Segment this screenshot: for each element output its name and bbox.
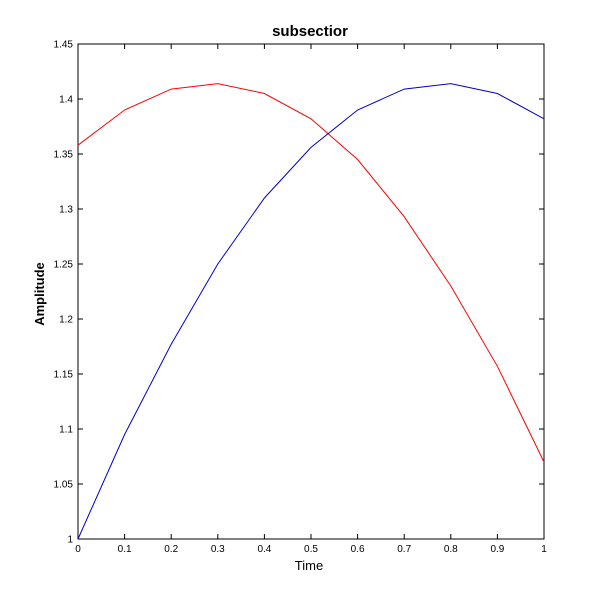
x-tick-label: 0.8 [444, 544, 458, 555]
x-tick-label: 0.4 [257, 544, 271, 555]
x-tick-label: 0.3 [211, 544, 225, 555]
x-tick-label: 0.7 [397, 544, 411, 555]
x-tick-label: 0.6 [351, 544, 365, 555]
y-tick-label: 1.25 [54, 260, 74, 271]
y-tick-label: 1.3 [59, 205, 73, 216]
y-tick-label: 1 [67, 535, 73, 546]
y-tick-label: 1.35 [54, 150, 74, 161]
x-tick-label: 0.1 [118, 544, 132, 555]
x-tick-label: 1 [541, 544, 547, 555]
x-tick-label: 0 [75, 544, 81, 555]
y-tick-label: 1.4 [59, 95, 73, 106]
plot-area: 0 0.1 0.2 0.3 0.4 0.5 0.6 0.7 0.8 0.9 1 1 1.05 1.1 1.1… [54, 40, 548, 556]
x-tick-label: 0.2 [164, 544, 178, 555]
series-line-2 [77, 83, 545, 540]
x-axis-label: Time [295, 558, 323, 573]
y-tick-label: 1.15 [54, 370, 74, 381]
series-line-1 [77, 83, 545, 463]
y-tick-label: 1.1 [59, 425, 73, 436]
y-tick-label: 1.2 [59, 315, 73, 326]
chart-title: subsectior [272, 23, 348, 40]
y-axis-label: Amplitude [32, 262, 47, 326]
y-tick-label: 1.45 [54, 40, 74, 51]
y-tick-label: 1.05 [54, 480, 74, 491]
x-tick-label: 0.9 [490, 544, 504, 555]
plot-frame [77, 43, 545, 540]
x-tick-label: 0.5 [304, 544, 318, 555]
